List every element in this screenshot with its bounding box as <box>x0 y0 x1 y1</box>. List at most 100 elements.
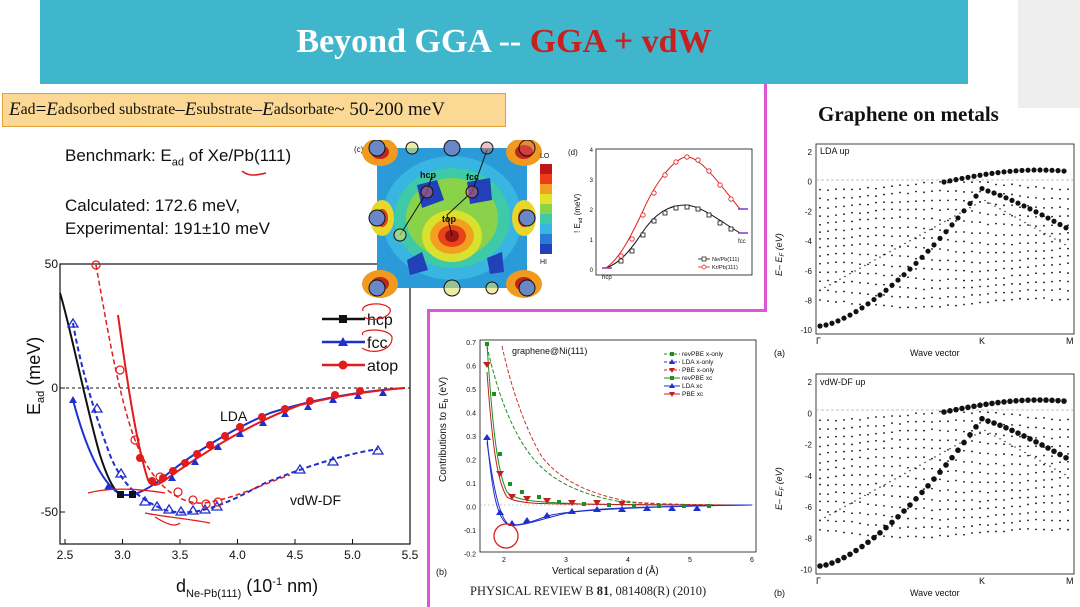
pi-band-dot <box>913 260 919 266</box>
band-dot <box>1003 464 1005 467</box>
sp-band-dot <box>834 511 836 513</box>
contrib-ytick: 0.4 <box>466 411 476 418</box>
band-dot <box>891 506 893 508</box>
pi-band-dot <box>889 519 895 526</box>
band-dot <box>819 468 821 471</box>
band-dot <box>1051 232 1053 235</box>
band-dot <box>851 426 853 429</box>
band-dot <box>891 465 893 468</box>
band-dot <box>875 264 877 267</box>
title-banner: Beyond GGA -- GGA + vdW <box>40 0 968 84</box>
band-dot <box>1019 513 1021 515</box>
band-dot <box>819 483 821 486</box>
band-dot <box>987 463 989 466</box>
upper-band-dot <box>1013 398 1019 404</box>
band-top-frame <box>815 143 1075 335</box>
contrib-ytick: 0.0 <box>466 505 476 512</box>
upper-band-dot <box>971 403 977 410</box>
band-dot <box>963 419 965 422</box>
band-dot <box>1019 473 1021 476</box>
legend-fcc: fcc <box>367 335 387 352</box>
upper-band-dot <box>989 400 995 407</box>
band-dot <box>931 305 933 308</box>
pi-band-dot <box>1003 195 1009 201</box>
band-dot <box>827 428 829 431</box>
sp-band-dot <box>884 253 886 256</box>
potential-map: (c) hcp fcc top LO HI <box>354 140 552 298</box>
pi-band-dot <box>1045 215 1051 221</box>
band-dot <box>1003 277 1005 280</box>
band-dot <box>891 201 893 204</box>
pi-band-dot <box>1027 206 1033 212</box>
band-dot <box>867 218 869 221</box>
contrib-ytick: 0.3 <box>466 434 476 441</box>
band-dot <box>843 520 845 522</box>
sp-band-dot <box>874 259 876 261</box>
band-dot <box>867 534 869 537</box>
band-dot <box>1059 271 1061 273</box>
band-dot <box>1043 187 1045 189</box>
band-dot <box>1035 265 1037 267</box>
band-dot <box>1011 282 1013 285</box>
band-dot <box>947 208 949 211</box>
band-dot <box>859 501 861 504</box>
band-dot <box>899 191 901 194</box>
band-dot <box>1059 511 1061 513</box>
band-dot <box>923 267 925 270</box>
band-dot <box>939 189 941 192</box>
band-dot <box>1003 513 1005 516</box>
band-dot <box>819 493 821 495</box>
band-dot <box>851 532 853 535</box>
band-dot <box>1027 274 1029 277</box>
band-dot <box>891 535 893 538</box>
band-dot <box>1027 416 1029 419</box>
band-dot <box>1059 255 1061 258</box>
contrib-ylabel-unit: (eV) <box>438 377 449 399</box>
xtick-label: 5.5 <box>402 548 419 562</box>
band-dot <box>979 531 981 534</box>
band-dot <box>963 303 965 306</box>
path-end-label: fcc <box>738 239 746 245</box>
band-dot <box>1067 436 1069 438</box>
band-dot <box>939 519 941 521</box>
sp-band-dot <box>824 516 826 519</box>
band-dot <box>915 277 917 280</box>
band-dot <box>923 498 925 500</box>
upper-band-dot <box>1031 167 1037 173</box>
band-dot <box>971 412 973 415</box>
band-dot <box>907 475 909 478</box>
red-markers <box>483 362 626 507</box>
band-dot <box>923 478 925 481</box>
band-dot <box>819 262 821 265</box>
path-legend: Ne/Pb(111) Kr/Pb(111) <box>698 256 739 271</box>
band-dot <box>1043 272 1045 275</box>
band-dot <box>899 235 901 237</box>
band-dot <box>843 244 845 247</box>
pi-band-dot <box>955 447 961 454</box>
band-dot <box>1019 528 1021 531</box>
divider-horizontal <box>430 309 767 312</box>
band-dot <box>1035 289 1037 292</box>
band-dot <box>843 281 845 284</box>
band-dot <box>851 512 853 515</box>
band-dot <box>955 296 957 298</box>
band-dot <box>859 512 861 514</box>
band-dot <box>939 180 941 183</box>
band-dot <box>1019 242 1021 245</box>
band-dot <box>1059 519 1061 522</box>
upper-band-dot <box>959 405 965 412</box>
band-dot <box>1035 185 1037 188</box>
pi-band-dot <box>853 309 859 315</box>
band-dot <box>1067 298 1069 301</box>
pi-band-dot <box>1051 218 1057 224</box>
legend-ne: Ne/Pb(111) <box>712 257 739 263</box>
band-dot <box>923 199 925 202</box>
band-ytick: 0 <box>808 178 813 187</box>
band-dot <box>963 286 965 289</box>
path-ytick: 2 <box>590 208 594 214</box>
band-dot <box>867 203 869 206</box>
sp-band-dot <box>884 483 886 486</box>
band-dot <box>931 428 933 431</box>
lda-label: LDA <box>220 408 248 424</box>
band-dot <box>923 237 925 240</box>
